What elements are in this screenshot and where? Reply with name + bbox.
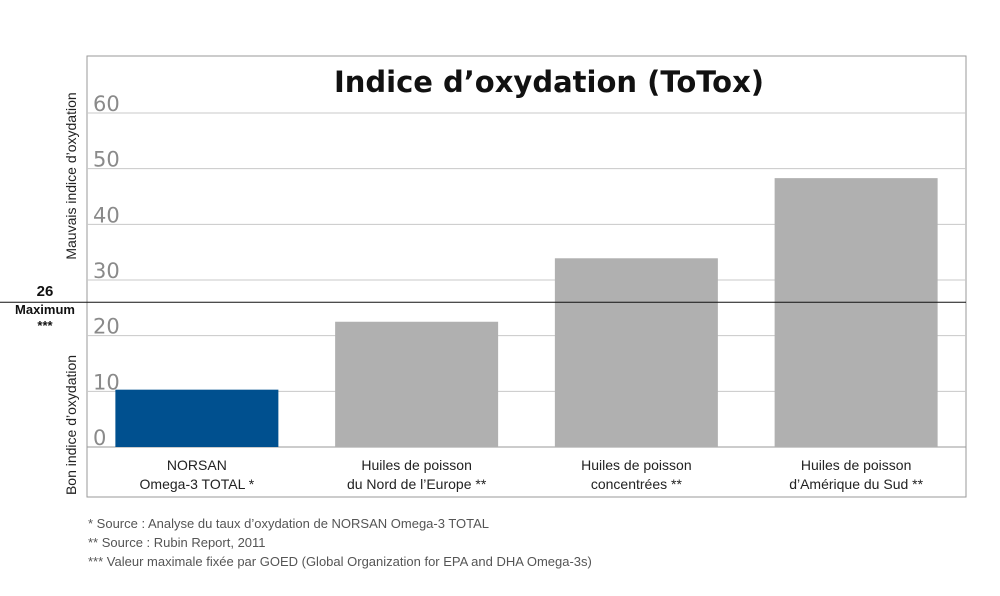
maximum-label: Maximum bbox=[15, 302, 75, 317]
bar bbox=[774, 178, 938, 447]
y-tick-label: 30 bbox=[93, 259, 120, 283]
footnote-1: * Source : Analyse du taux d’oxydation d… bbox=[88, 516, 490, 531]
maximum-label: *** bbox=[37, 318, 53, 333]
category-label: d’Amérique du Sud ** bbox=[789, 476, 923, 492]
category-label: Huiles de poisson bbox=[581, 457, 692, 473]
bar bbox=[335, 321, 499, 447]
bar bbox=[554, 258, 718, 447]
y-axis-label-top: Mauvais indice d’oxydation bbox=[63, 92, 79, 259]
y-tick-label: 10 bbox=[93, 370, 120, 394]
y-axis-label-bottom: Bon indice d’oxydation bbox=[63, 355, 79, 495]
maximum-label: 26 bbox=[37, 283, 54, 300]
category-label: Huiles de poisson bbox=[361, 457, 472, 473]
footnote-2: ** Source : Rubin Report, 2011 bbox=[88, 535, 266, 550]
bar bbox=[115, 389, 279, 447]
bars bbox=[115, 178, 938, 447]
footnotes: * Source : Analyse du taux d’oxydation d… bbox=[88, 514, 592, 571]
category-label: du Nord de l’Europe ** bbox=[347, 476, 487, 492]
chart-title: Indice d’oxydation (ToTox) bbox=[334, 65, 764, 99]
category-label: concentrées ** bbox=[591, 476, 683, 492]
plot-frame bbox=[86, 55, 967, 498]
y-tick-label: 60 bbox=[93, 92, 120, 116]
y-tick-label: 40 bbox=[93, 203, 120, 227]
y-tick-label: 0 bbox=[93, 426, 106, 450]
footnote-3: *** Valeur maximale fixée par GOED (Glob… bbox=[88, 554, 592, 569]
category-label: Omega-3 TOTAL * bbox=[140, 476, 255, 492]
category-label: Huiles de poisson bbox=[801, 457, 912, 473]
y-tick-labels: 0 10 20 30 40 50 60 bbox=[93, 92, 120, 450]
category-labels: NORSAN Omega-3 TOTAL * Huiles de poisson du… bbox=[140, 457, 924, 492]
y-tick-label: 20 bbox=[93, 315, 120, 339]
y-tick-label: 50 bbox=[93, 148, 120, 172]
maximum-reference: 26 Maximum*** bbox=[0, 283, 966, 333]
category-label: NORSAN bbox=[167, 457, 227, 473]
